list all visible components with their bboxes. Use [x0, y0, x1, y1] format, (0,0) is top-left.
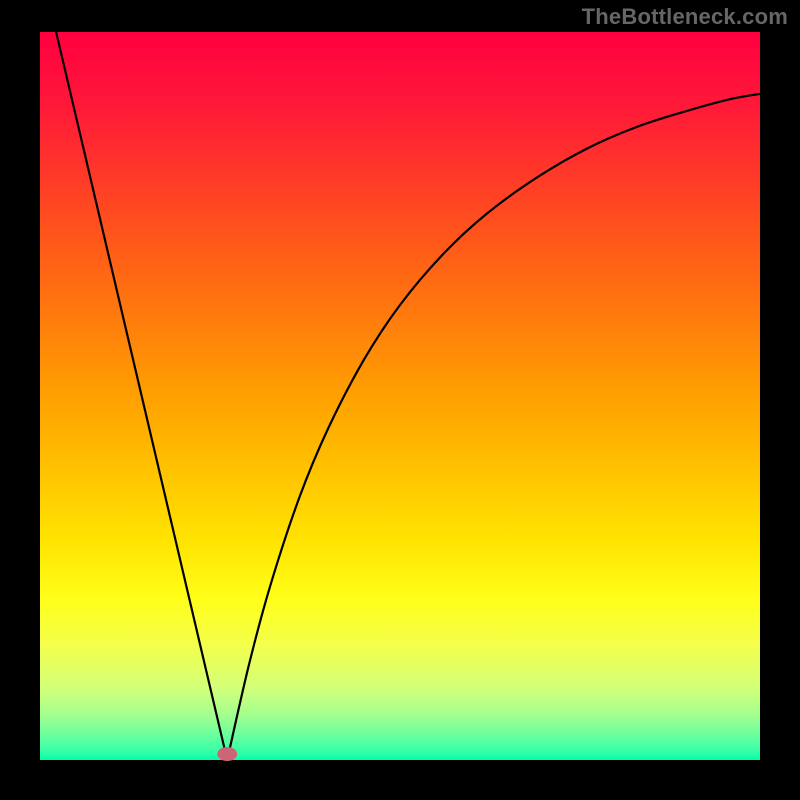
plot-background-gradient [40, 32, 760, 760]
optimal-point-marker [217, 747, 237, 761]
chart-container: TheBottleneck.com [0, 0, 800, 800]
bottleneck-chart [0, 0, 800, 800]
watermark-text: TheBottleneck.com [582, 4, 788, 30]
